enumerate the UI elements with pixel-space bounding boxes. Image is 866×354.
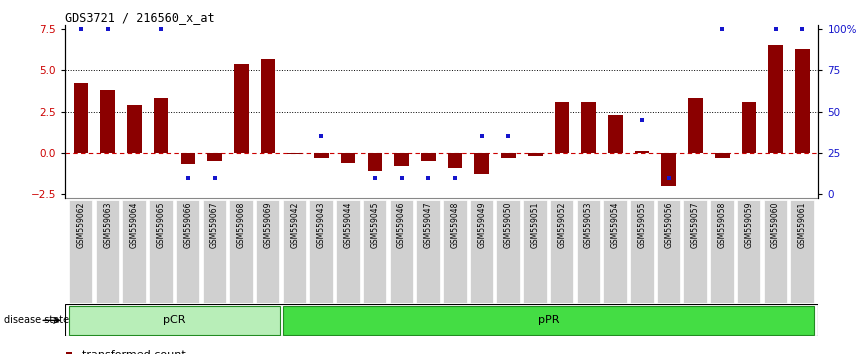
Text: GSM559065: GSM559065 bbox=[157, 201, 165, 248]
FancyBboxPatch shape bbox=[550, 200, 573, 303]
Text: GSM559063: GSM559063 bbox=[103, 201, 113, 248]
Text: GSM559055: GSM559055 bbox=[637, 201, 647, 248]
FancyBboxPatch shape bbox=[363, 200, 386, 303]
Bar bbox=[74, 84, 88, 153]
Bar bbox=[180, 153, 195, 164]
FancyBboxPatch shape bbox=[309, 200, 333, 303]
Bar bbox=[314, 153, 329, 158]
Text: pPR: pPR bbox=[538, 315, 559, 325]
Bar bbox=[527, 153, 542, 156]
Text: GSM559050: GSM559050 bbox=[504, 201, 513, 248]
Text: GSM559059: GSM559059 bbox=[745, 201, 753, 248]
Bar bbox=[768, 45, 783, 153]
Bar bbox=[795, 49, 810, 153]
FancyBboxPatch shape bbox=[69, 306, 280, 335]
FancyBboxPatch shape bbox=[336, 200, 359, 303]
FancyBboxPatch shape bbox=[523, 200, 546, 303]
Text: GSM559044: GSM559044 bbox=[344, 201, 352, 248]
Bar bbox=[421, 153, 436, 161]
Bar bbox=[608, 115, 623, 153]
Bar bbox=[714, 153, 729, 158]
Text: GSM559049: GSM559049 bbox=[477, 201, 486, 248]
Text: transformed count: transformed count bbox=[82, 350, 186, 354]
FancyBboxPatch shape bbox=[764, 200, 787, 303]
Text: GSM559062: GSM559062 bbox=[76, 201, 86, 248]
Text: GSM559069: GSM559069 bbox=[263, 201, 273, 248]
Bar bbox=[207, 153, 222, 161]
Text: GSM559048: GSM559048 bbox=[450, 201, 460, 248]
FancyBboxPatch shape bbox=[469, 200, 494, 303]
FancyBboxPatch shape bbox=[577, 200, 600, 303]
Bar bbox=[127, 105, 142, 153]
Bar bbox=[741, 102, 756, 153]
FancyBboxPatch shape bbox=[176, 200, 199, 303]
Text: GSM559061: GSM559061 bbox=[798, 201, 807, 248]
FancyBboxPatch shape bbox=[282, 306, 814, 335]
Text: GSM559052: GSM559052 bbox=[558, 201, 566, 248]
Bar bbox=[100, 90, 115, 153]
Bar bbox=[581, 102, 596, 153]
Text: GSM559060: GSM559060 bbox=[771, 201, 780, 248]
Bar bbox=[234, 64, 249, 153]
Text: GSM559046: GSM559046 bbox=[397, 201, 406, 248]
Text: GSM559053: GSM559053 bbox=[584, 201, 593, 248]
Text: pCR: pCR bbox=[163, 315, 185, 325]
Text: GSM559042: GSM559042 bbox=[290, 201, 300, 248]
FancyBboxPatch shape bbox=[95, 200, 120, 303]
FancyBboxPatch shape bbox=[710, 200, 734, 303]
Bar bbox=[288, 153, 302, 154]
Bar bbox=[367, 153, 382, 171]
Bar bbox=[688, 98, 703, 153]
FancyBboxPatch shape bbox=[791, 200, 814, 303]
Text: GSM559057: GSM559057 bbox=[691, 201, 700, 248]
Bar bbox=[635, 151, 650, 153]
Bar bbox=[341, 153, 356, 163]
Bar bbox=[154, 98, 169, 153]
FancyBboxPatch shape bbox=[122, 200, 145, 303]
Text: disease state: disease state bbox=[4, 315, 69, 325]
FancyBboxPatch shape bbox=[256, 200, 280, 303]
Text: GSM559045: GSM559045 bbox=[371, 201, 379, 248]
Text: GSM559056: GSM559056 bbox=[664, 201, 673, 248]
FancyBboxPatch shape bbox=[282, 200, 307, 303]
FancyBboxPatch shape bbox=[683, 200, 707, 303]
Text: GSM559058: GSM559058 bbox=[718, 201, 727, 248]
Bar bbox=[554, 102, 569, 153]
FancyBboxPatch shape bbox=[737, 200, 760, 303]
FancyBboxPatch shape bbox=[630, 200, 654, 303]
FancyBboxPatch shape bbox=[65, 304, 818, 336]
Text: GDS3721 / 216560_x_at: GDS3721 / 216560_x_at bbox=[65, 11, 215, 24]
Bar bbox=[448, 153, 462, 168]
Bar bbox=[662, 153, 676, 186]
Text: GSM559067: GSM559067 bbox=[210, 201, 219, 248]
FancyBboxPatch shape bbox=[443, 200, 467, 303]
Text: GSM559066: GSM559066 bbox=[184, 201, 192, 248]
Text: GSM559047: GSM559047 bbox=[423, 201, 433, 248]
Text: GSM559051: GSM559051 bbox=[531, 201, 540, 248]
FancyBboxPatch shape bbox=[229, 200, 253, 303]
Bar bbox=[475, 153, 489, 174]
Text: GSM559054: GSM559054 bbox=[611, 201, 620, 248]
Bar bbox=[394, 153, 409, 166]
Bar bbox=[501, 153, 516, 158]
FancyBboxPatch shape bbox=[203, 200, 226, 303]
FancyBboxPatch shape bbox=[149, 200, 172, 303]
FancyBboxPatch shape bbox=[390, 200, 413, 303]
Text: GSM559068: GSM559068 bbox=[236, 201, 246, 248]
FancyBboxPatch shape bbox=[496, 200, 520, 303]
Bar bbox=[261, 59, 275, 153]
FancyBboxPatch shape bbox=[656, 200, 680, 303]
Text: GSM559064: GSM559064 bbox=[130, 201, 139, 248]
FancyBboxPatch shape bbox=[417, 200, 440, 303]
FancyBboxPatch shape bbox=[69, 200, 93, 303]
Text: GSM559043: GSM559043 bbox=[317, 201, 326, 248]
FancyBboxPatch shape bbox=[604, 200, 627, 303]
